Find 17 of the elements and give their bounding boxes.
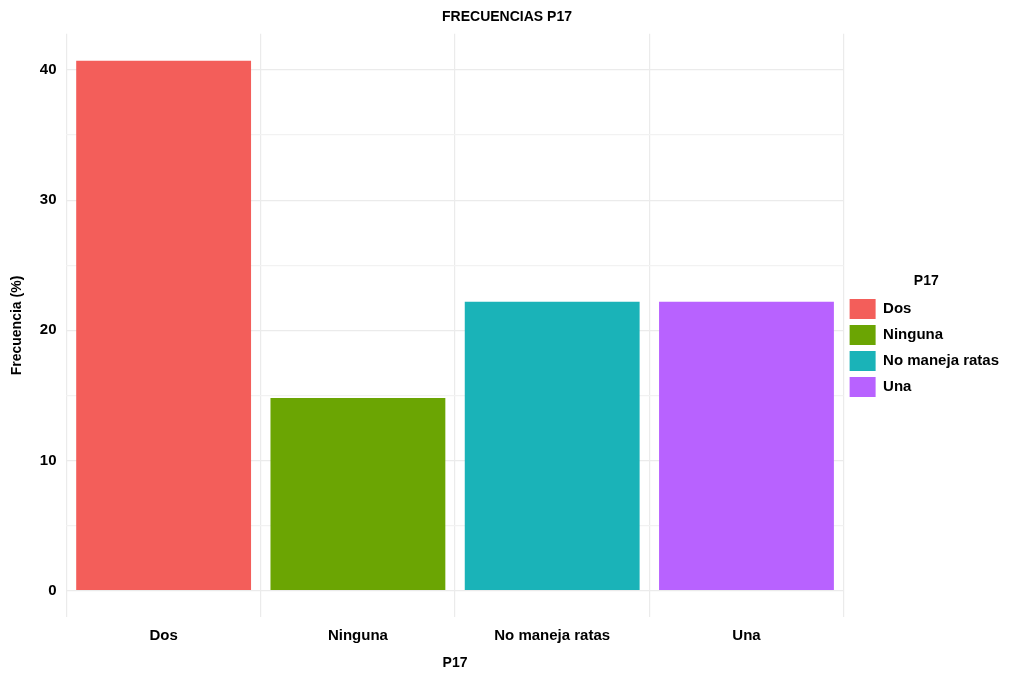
y-tick-label: 0 [48, 580, 57, 598]
x-tick-label: No maneja ratas [494, 626, 611, 644]
x-tick-label: Dos [149, 626, 178, 644]
x-tick-label: Una [732, 626, 762, 644]
legend-label: Ninguna [883, 325, 944, 343]
legend-label: Una [883, 377, 913, 395]
y-tick-label: 20 [39, 320, 57, 338]
legend-label: No maneja ratas [883, 351, 1000, 369]
y-tick-label: 40 [39, 60, 57, 78]
x-axis-title: P17 [442, 654, 468, 671]
y-tick-label: 10 [39, 450, 57, 468]
legend-title: P17 [913, 271, 939, 288]
legend-label: Dos [883, 299, 912, 317]
y-axis-title: Frecuencia (%) [8, 275, 25, 376]
x-tick-label: Ninguna [327, 626, 389, 644]
y-tick-label: 30 [39, 190, 57, 208]
chart-title: FRECUENCIAS P17 [442, 8, 573, 25]
